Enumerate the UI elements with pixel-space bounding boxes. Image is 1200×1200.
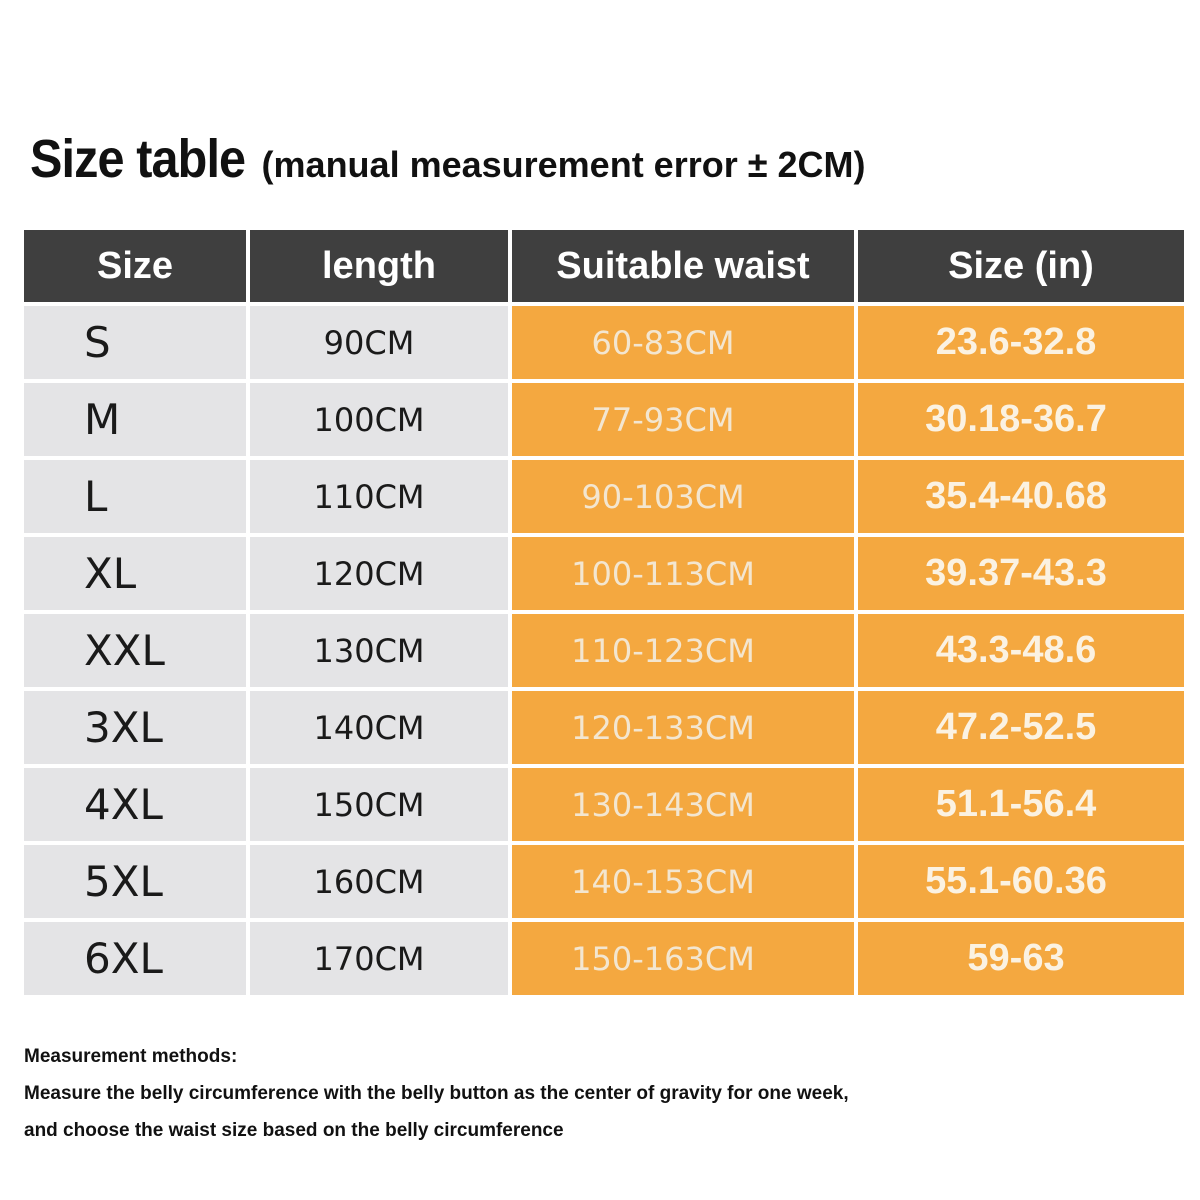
table-row: 4XL 150CM 130-143CM 51.1-56.4 [24, 768, 1184, 841]
cell-length: 120CM [250, 537, 508, 610]
cell-length: 140CM [250, 691, 508, 764]
cell-waist: 110-123CM [512, 614, 854, 687]
cell-size: XL [24, 537, 246, 610]
table-row: 5XL 160CM 140-153CM 55.1-60.36 [24, 845, 1184, 918]
cell-inches: 39.37-43.3 [858, 537, 1184, 610]
header-size-inches: Size (in) [858, 230, 1184, 302]
notes-line-2: and choose the waist size based on the b… [24, 1120, 564, 1141]
cell-length: 170CM [250, 922, 508, 995]
cell-waist: 60-83CM [512, 306, 854, 379]
cell-length: 130CM [250, 614, 508, 687]
cell-waist: 120-133CM [512, 691, 854, 764]
cell-waist: 100-113CM [512, 537, 854, 610]
header-size: Size [24, 230, 246, 302]
cell-length: 160CM [250, 845, 508, 918]
cell-size: 4XL [24, 768, 246, 841]
table-row: XL 120CM 100-113CM 39.37-43.3 [24, 537, 1184, 610]
table-row: M 100CM 77-93CM 30.18-36.7 [24, 383, 1184, 456]
cell-length: 110CM [250, 460, 508, 533]
table-row: 3XL 140CM 120-133CM 47.2-52.5 [24, 691, 1184, 764]
cell-inches: 43.3-48.6 [858, 614, 1184, 687]
table-row: S 90CM 60-83CM 23.6-32.8 [24, 306, 1184, 379]
cell-inches: 35.4-40.68 [858, 460, 1184, 533]
title-main: Size table [30, 129, 246, 189]
cell-inches: 51.1-56.4 [858, 768, 1184, 841]
notes-line-1: Measure the belly circumference with the… [24, 1083, 849, 1104]
cell-inches: 47.2-52.5 [858, 691, 1184, 764]
cell-length: 150CM [250, 768, 508, 841]
cell-size: M [24, 383, 246, 456]
cell-inches: 59-63 [858, 922, 1184, 995]
header-length: length [250, 230, 508, 302]
cell-waist: 77-93CM [512, 383, 854, 456]
notes-heading: Measurement methods: [24, 1046, 238, 1067]
cell-waist: 90-103CM [512, 460, 854, 533]
cell-inches: 30.18-36.7 [858, 383, 1184, 456]
cell-waist: 140-153CM [512, 845, 854, 918]
title-note: (manual measurement error ± 2CM) [261, 144, 866, 185]
cell-length: 90CM [250, 306, 508, 379]
cell-size: 3XL [24, 691, 246, 764]
header-suitable-waist: Suitable waist [512, 230, 854, 302]
cell-inches: 23.6-32.8 [858, 306, 1184, 379]
cell-size: XXL [24, 614, 246, 687]
table-row: L 110CM 90-103CM 35.4-40.68 [24, 460, 1184, 533]
page-title: Size table (manual measurement error ± 2… [30, 128, 865, 190]
cell-size: L [24, 460, 246, 533]
cell-waist: 130-143CM [512, 768, 854, 841]
cell-size: 6XL [24, 922, 246, 995]
cell-size: S [24, 306, 246, 379]
measurement-notes: Measurement methods: Measure the belly c… [24, 1038, 849, 1149]
table-header-row: Size length Suitable waist Size (in) [24, 230, 1184, 302]
cell-length: 100CM [250, 383, 508, 456]
size-table: Size length Suitable waist Size (in) S 9… [20, 226, 1188, 999]
table-row: XXL 130CM 110-123CM 43.3-48.6 [24, 614, 1184, 687]
table-row: 6XL 170CM 150-163CM 59-63 [24, 922, 1184, 995]
cell-waist: 150-163CM [512, 922, 854, 995]
cell-size: 5XL [24, 845, 246, 918]
cell-inches: 55.1-60.36 [858, 845, 1184, 918]
